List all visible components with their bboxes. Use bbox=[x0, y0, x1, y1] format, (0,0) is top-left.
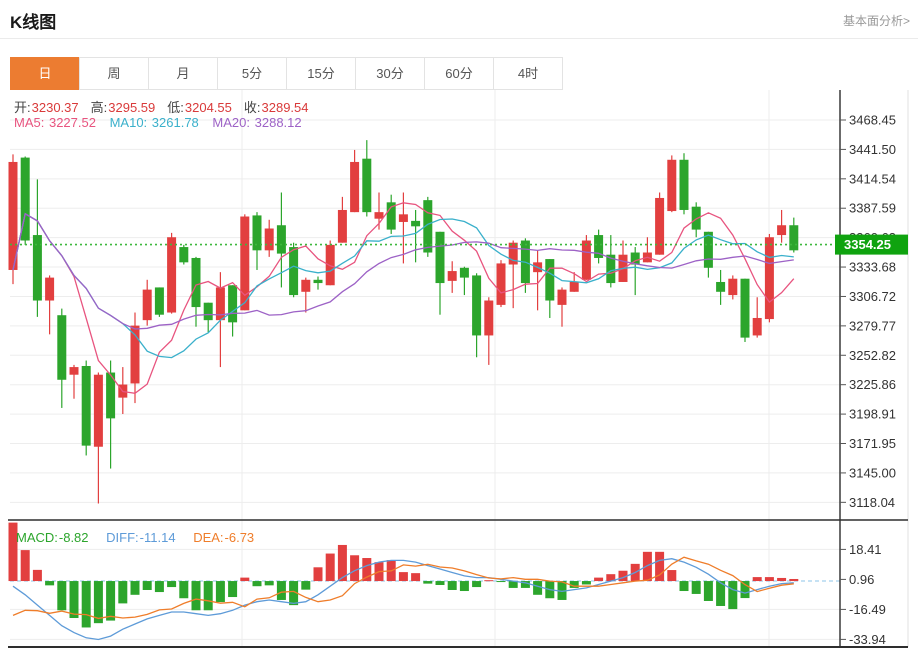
tab-60m[interactable]: 60分 bbox=[424, 57, 494, 90]
price-axis-labels: 3468.453441.503414.543387.593360.633333.… bbox=[840, 113, 896, 647]
panel-borders bbox=[8, 90, 909, 648]
period-tab-bar: 日周月 5分 15分 30分 60分 4时 bbox=[10, 57, 563, 90]
tab-month[interactable]: 月 bbox=[148, 57, 218, 90]
svg-text:3118.04: 3118.04 bbox=[849, 495, 895, 510]
tab-day[interactable]: 日 bbox=[10, 57, 80, 90]
svg-text:3387.59: 3387.59 bbox=[849, 201, 896, 216]
candles-layer bbox=[8, 140, 799, 504]
tab-week[interactable]: 周 bbox=[79, 57, 149, 90]
svg-text:3279.77: 3279.77 bbox=[849, 318, 896, 333]
svg-text:-16.49: -16.49 bbox=[849, 602, 886, 617]
macd-layer bbox=[8, 522, 799, 641]
tab-5m[interactable]: 5分 bbox=[217, 57, 287, 90]
svg-text:0.96: 0.96 bbox=[849, 572, 874, 587]
svg-text:3414.54: 3414.54 bbox=[849, 171, 896, 186]
svg-text:3171.95: 3171.95 bbox=[849, 436, 896, 451]
kline-chart-area[interactable]: 3468.453441.503414.543387.593360.633333.… bbox=[0, 90, 918, 652]
svg-text:3306.72: 3306.72 bbox=[849, 289, 896, 304]
svg-text:18.41: 18.41 bbox=[849, 542, 882, 557]
svg-text:3225.86: 3225.86 bbox=[849, 377, 896, 392]
svg-text:3468.45: 3468.45 bbox=[849, 113, 896, 128]
tab-15m[interactable]: 15分 bbox=[286, 57, 356, 90]
svg-text:-33.94: -33.94 bbox=[849, 632, 886, 647]
ma-lines-layer bbox=[12, 202, 795, 394]
tab-30m[interactable]: 30分 bbox=[355, 57, 425, 90]
tab-4h[interactable]: 4时 bbox=[493, 57, 563, 90]
svg-text:3333.68: 3333.68 bbox=[849, 260, 896, 275]
price-badge-text: 3354.25 bbox=[844, 237, 891, 252]
current-price-badge: 3354.25 bbox=[835, 234, 908, 255]
page-title: K线图 bbox=[10, 13, 57, 32]
svg-text:3145.00: 3145.00 bbox=[849, 465, 896, 480]
svg-text:3252.82: 3252.82 bbox=[849, 348, 896, 363]
page-header: K线图 基本面分析> bbox=[0, 0, 918, 39]
svg-text:3198.91: 3198.91 bbox=[849, 407, 896, 422]
svg-text:3441.50: 3441.50 bbox=[849, 142, 896, 157]
fundamental-analysis-link[interactable]: 基本面分析> bbox=[842, 14, 910, 28]
kline-chart-canvas[interactable]: 3468.453441.503414.543387.593360.633333.… bbox=[0, 90, 918, 652]
